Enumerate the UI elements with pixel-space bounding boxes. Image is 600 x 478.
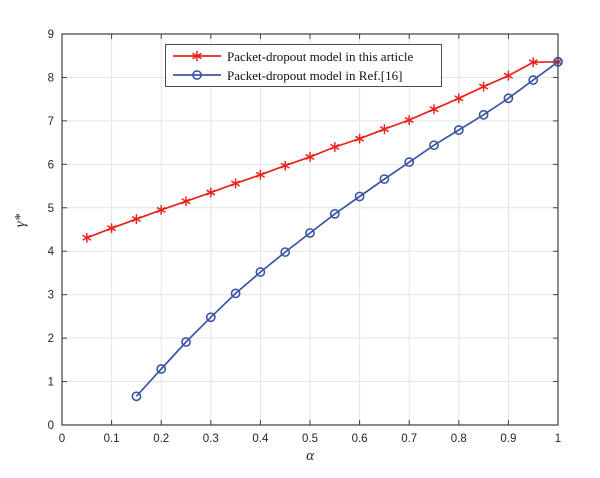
x-tick-label: 0.5: [302, 433, 318, 445]
x-tick-label: 0.3: [203, 433, 219, 445]
legend-item-this-article: Packet-dropout model in this article: [172, 47, 441, 65]
legend: Packet-dropout model in this article Pac…: [165, 44, 442, 87]
legend-item-ref16: Packet-dropout model in Ref.[16]: [172, 66, 441, 84]
y-axis-label: γ*: [12, 213, 29, 228]
x-tick-label: 0.1: [104, 433, 120, 445]
x-tick-label: 0.6: [352, 433, 368, 445]
y-tick-label: 2: [48, 333, 54, 345]
x-tick-label: 0.2: [153, 433, 169, 445]
y-tick-label: 8: [48, 72, 54, 84]
y-tick-labels: 0 1 2 3 4 5 6 7 8 9: [48, 29, 55, 432]
x-tick-label: 1: [555, 433, 561, 445]
y-tick-label: 0: [48, 420, 54, 432]
legend-label-ref16: Packet-dropout model in Ref.[16]: [227, 67, 403, 83]
series-line-1: [135, 61, 559, 397]
legend-label-this-article: Packet-dropout model in this article: [227, 48, 414, 64]
x-tick-label: 0.7: [401, 433, 417, 445]
y-tick-label: 7: [48, 116, 54, 128]
x-axis-label: α: [306, 448, 314, 464]
axis-ticks: [61, 33, 559, 426]
y-tick-label: 6: [48, 159, 54, 171]
series-markers-1: [131, 56, 563, 402]
x-tick-label: 0.9: [500, 433, 516, 445]
legend-circle-line-icon: [173, 70, 221, 80]
x-tick-labels: 0 0.1 0.2 0.3 0.4 0.5 0.6 0.7 0.8 0.9 1: [59, 433, 561, 445]
y-tick-label: 9: [48, 29, 54, 41]
x-tick-label: 0: [59, 433, 65, 445]
y-tick-label: 3: [48, 290, 54, 302]
x-tick-label: 0.8: [451, 433, 467, 445]
legend-asterisk-line-icon: [173, 50, 221, 62]
x-tick-label: 0.4: [252, 433, 269, 445]
series-markers-0: [82, 56, 563, 243]
y-tick-label: 4: [48, 246, 55, 258]
y-tick-label: 1: [48, 377, 54, 389]
y-tick-label: 5: [48, 203, 54, 215]
